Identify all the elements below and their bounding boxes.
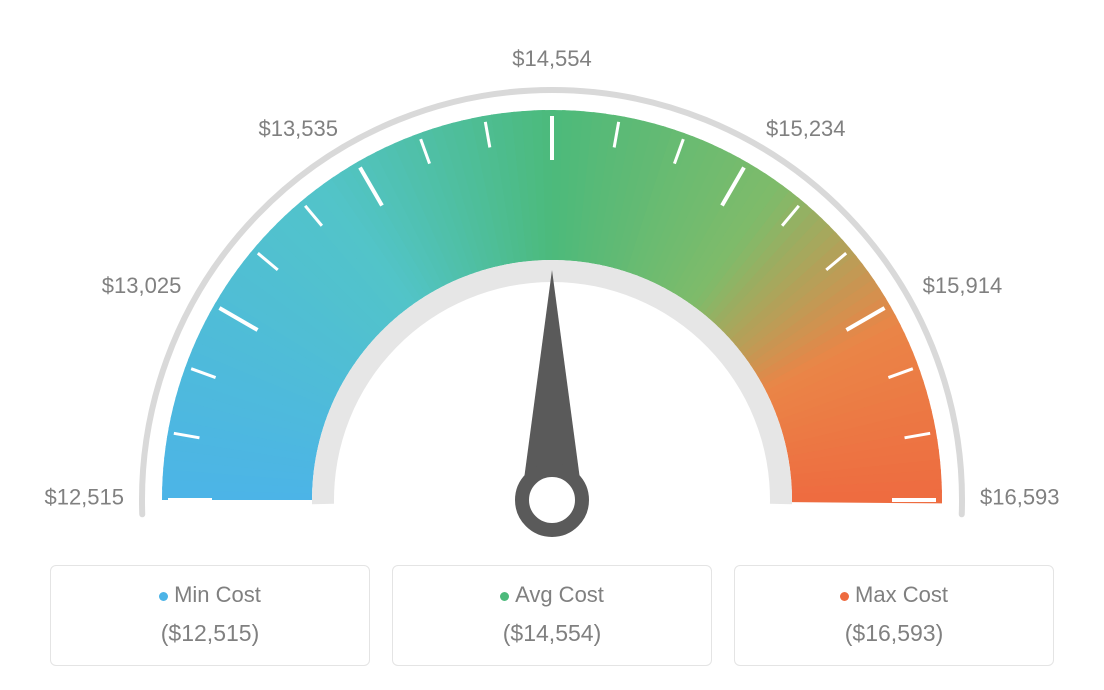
legend-title-max: Max Cost (745, 582, 1043, 608)
legend-label-min: Min Cost (174, 582, 261, 607)
legend-label-max: Max Cost (855, 582, 948, 607)
legend-value-avg: ($14,554) (403, 620, 701, 647)
cost-gauge-chart: $12,515 $13,025 $13,535 $14,554 $15,234 $15,9… (0, 0, 1104, 690)
gauge-tick-label: $13,535 (258, 116, 338, 142)
gauge-tick-label: $15,234 (766, 116, 846, 142)
legend-title-avg: Avg Cost (403, 582, 701, 608)
dot-icon (840, 592, 849, 601)
dot-icon (500, 592, 509, 601)
dot-icon (159, 592, 168, 601)
legend-title-min: Min Cost (61, 582, 359, 608)
legend-label-avg: Avg Cost (515, 582, 604, 607)
gauge-tick-label: $13,025 (102, 273, 182, 299)
legend-card-avg: Avg Cost ($14,554) (392, 565, 712, 666)
gauge-tick-label: $12,515 (44, 484, 124, 510)
legend-card-min: Min Cost ($12,515) (50, 565, 370, 666)
gauge-tick-label: $14,554 (512, 46, 592, 72)
gauge-area: $12,515 $13,025 $13,535 $14,554 $15,234 $15,9… (0, 0, 1104, 552)
legend-row: Min Cost ($12,515) Avg Cost ($14,554) Ma… (50, 565, 1054, 666)
legend-value-min: ($12,515) (61, 620, 359, 647)
legend-card-max: Max Cost ($16,593) (734, 565, 1054, 666)
legend-value-max: ($16,593) (745, 620, 1043, 647)
gauge-tick-label: $16,593 (980, 484, 1060, 510)
gauge-tick-label: $15,914 (923, 273, 1003, 299)
